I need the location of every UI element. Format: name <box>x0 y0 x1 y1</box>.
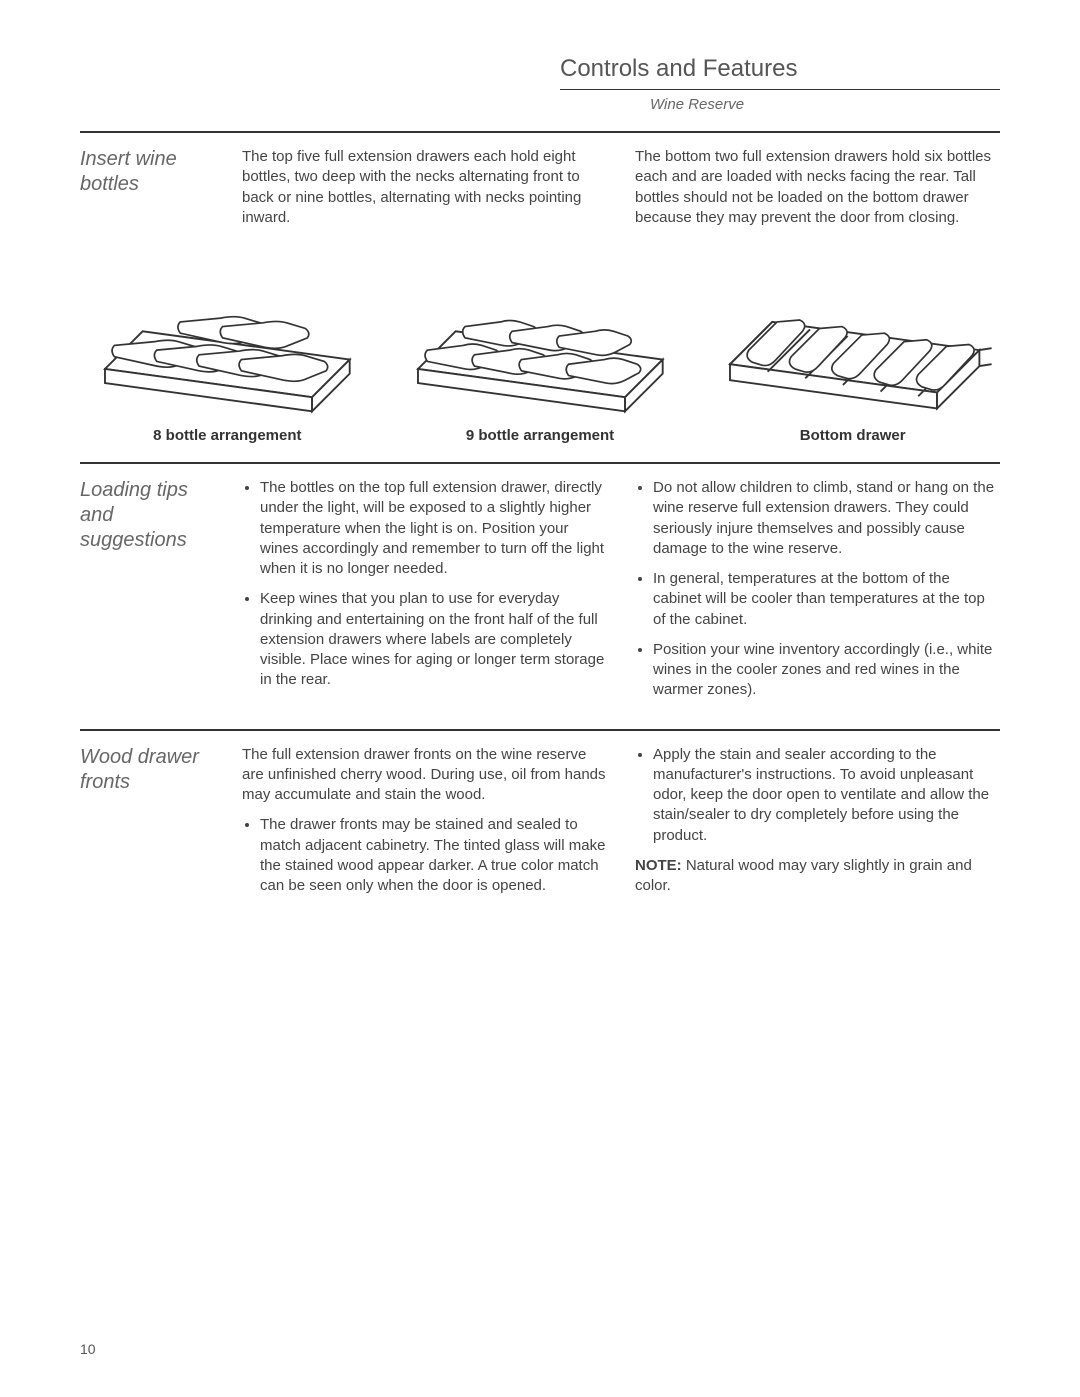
loading-left-0: The bottles on the top full extension dr… <box>260 478 607 579</box>
page-number: 10 <box>80 1341 96 1357</box>
insert-col1: The top five full extension drawers each… <box>242 147 607 228</box>
note-label: NOTE: <box>635 857 682 874</box>
section-label-insert: Insert wine bottles <box>80 147 220 228</box>
wood-right-0: Apply the stain and sealer according to … <box>653 745 1000 846</box>
loading-left-1: Keep wines that you plan to use for ever… <box>260 589 607 690</box>
figures-row: 8 bottle arrangement <box>80 256 1000 444</box>
wood-left-0: The drawer fronts may be stained and sea… <box>260 815 607 896</box>
divider <box>80 131 1000 133</box>
section-insert: Insert wine bottles The top five full ex… <box>80 147 1000 228</box>
divider <box>80 729 1000 731</box>
caption-bottom-drawer: Bottom drawer <box>705 427 1000 444</box>
page-subtitle: Wine Reserve <box>650 96 1000 113</box>
figure-8-bottle: 8 bottle arrangement <box>80 256 375 444</box>
section-loading: Loading tips and suggestions The bottles… <box>80 478 1000 711</box>
section-label-loading: Loading tips and suggestions <box>80 478 220 711</box>
section-wood: Wood drawer fronts The full extension dr… <box>80 745 1000 907</box>
divider <box>80 462 1000 464</box>
figure-bottom-drawer: Bottom drawer <box>705 256 1000 444</box>
loading-right-1: In general, temperatures at the bottom o… <box>653 569 1000 630</box>
note-text: Natural wood may vary slightly in grain … <box>635 857 972 894</box>
figure-9-bottle: 9 bottle arrangement <box>393 256 688 444</box>
insert-col2: The bottom two full extension drawers ho… <box>635 147 1000 228</box>
section-label-wood: Wood drawer fronts <box>80 745 220 907</box>
caption-9-bottle: 9 bottle arrangement <box>393 427 688 444</box>
wood-intro: The full extension drawer fronts on the … <box>242 745 607 806</box>
loading-right-0: Do not allow children to climb, stand or… <box>653 478 1000 559</box>
caption-8-bottle: 8 bottle arrangement <box>80 427 375 444</box>
loading-right-2: Position your wine inventory accordingly… <box>653 640 1000 701</box>
page-title: Controls and Features <box>560 55 1000 90</box>
wood-note: NOTE: Natural wood may vary slightly in … <box>635 856 1000 897</box>
